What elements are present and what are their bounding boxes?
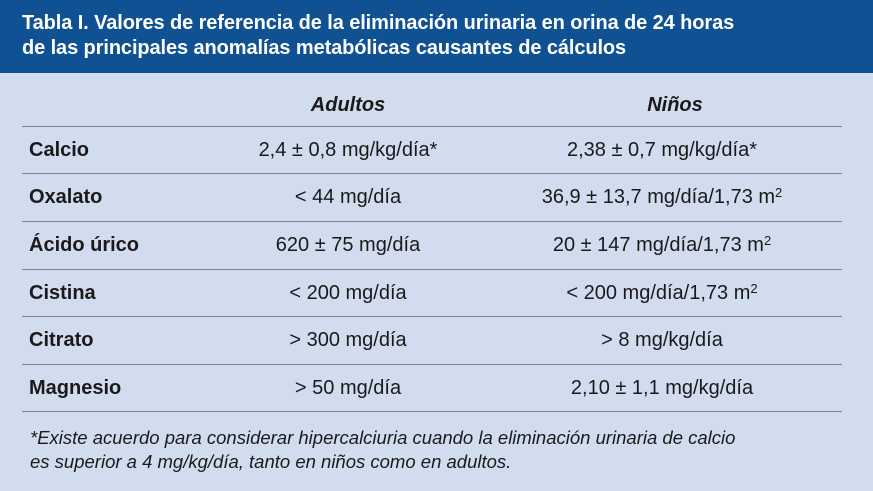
table-title-bar: Tabla I. Valores de referencia de la eli…: [0, 0, 873, 73]
adults-value: > 300 mg/día: [289, 329, 407, 351]
table-row: Calcio 2,4 ± 0,8 mg/kg/día* 2,38 ± 0,7 m…: [22, 126, 842, 173]
table-footnote: *Existe acuerdo para considerar hipercal…: [30, 426, 860, 474]
row-label: Magnesio: [29, 377, 122, 399]
table-row: Oxalato < 44 mg/día 36,9 ± 13,7 mg/día/1…: [22, 173, 842, 220]
row-divider: [22, 221, 842, 222]
kids-value: < 200 mg/día/1,73 m2: [566, 281, 758, 304]
row-divider: [22, 269, 842, 270]
footnote-line-1: *Existe acuerdo para considerar hipercal…: [30, 427, 736, 448]
row-label: Oxalato: [29, 186, 103, 208]
row-label: Ácido úrico: [29, 234, 140, 256]
column-header-adults: Adultos: [310, 94, 386, 116]
table-row: Ácido úrico 620 ± 75 mg/día 20 ± 147 mg/…: [22, 221, 842, 268]
adults-value: 2,4 ± 0,8 mg/kg/día*: [258, 139, 438, 161]
adults-value: > 50 mg/día: [294, 377, 402, 399]
kids-value: 20 ± 147 mg/día/1,73 m2: [552, 233, 772, 256]
row-label: Calcio: [29, 139, 90, 161]
kids-value: 2,10 ± 1,1 mg/kg/día: [570, 377, 754, 399]
row-divider: [22, 316, 842, 317]
adults-value: 620 ± 75 mg/día: [275, 234, 421, 256]
table-title-line-1: Tabla I. Valores de referencia de la eli…: [22, 12, 735, 34]
table-row: Cistina < 200 mg/día < 200 mg/día/1,73 m…: [22, 269, 842, 316]
kids-value: 36,9 ± 13,7 mg/día/1,73 m2: [541, 185, 783, 208]
row-label: Cistina: [29, 282, 96, 304]
adults-value: < 200 mg/día: [289, 282, 407, 304]
adults-value: < 44 mg/día: [294, 186, 402, 208]
kids-value: > 8 mg/kg/día: [601, 329, 723, 351]
table-row: Magnesio > 50 mg/día 2,10 ± 1,1 mg/kg/dí…: [22, 364, 842, 411]
row-label: Citrato: [29, 329, 94, 351]
table-bottom-rule: [22, 411, 842, 412]
column-header-kids: Niños: [647, 94, 703, 116]
row-divider: [22, 126, 842, 127]
row-divider: [22, 173, 842, 174]
kids-value: 2,38 ± 0,7 mg/kg/día*: [567, 139, 757, 161]
footnote-line-2: es superior a 4 mg/kg/día, tanto en niño…: [30, 451, 512, 472]
row-divider: [22, 364, 842, 365]
table-row: Citrato > 300 mg/día > 8 mg/kg/día: [22, 316, 842, 363]
table-title-line-2: de las principales anomalías metabólicas…: [22, 37, 627, 59]
